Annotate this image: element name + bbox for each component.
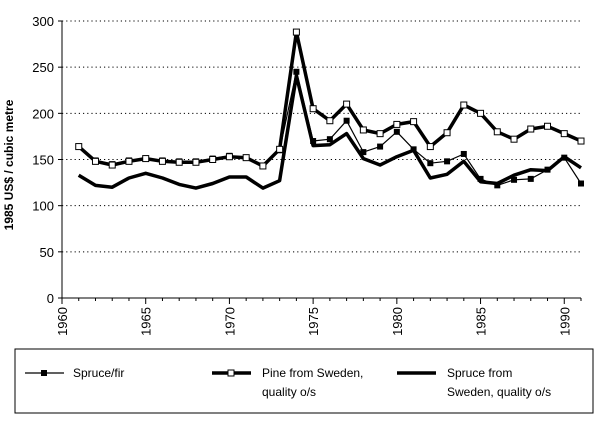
point-pine-from-sweden-quality-o-s-1991: [577, 137, 585, 145]
y-tick-label-250: 250: [32, 60, 54, 75]
legend: Spruce/fir Pine from Sweden, quality o/s…: [14, 348, 594, 414]
point-spruce-fir-1974: [293, 68, 300, 75]
legend-entry-spruce-fir: Spruce/fir: [25, 366, 124, 380]
legend-marker-pine-sweden: [227, 369, 235, 377]
y-axis-label: 1985 US$ / cubic metre: [2, 99, 16, 230]
point-pine-from-sweden-quality-o-s-1983: [443, 129, 451, 137]
legend-marker-spruce-fir: [41, 370, 47, 376]
point-pine-from-sweden-quality-o-s-1966: [158, 157, 166, 165]
point-pine-from-sweden-quality-o-s-1973: [276, 145, 284, 153]
point-pine-from-sweden-quality-o-s-1975: [309, 105, 317, 113]
legend-label-spruce-sweden-line2: Sweden, quality o/s: [447, 385, 551, 399]
point-spruce-fir-1989: [544, 166, 551, 173]
point-pine-from-sweden-quality-o-s-1968: [192, 158, 200, 166]
point-pine-from-sweden-quality-o-s-1967: [175, 158, 183, 166]
point-spruce-fir-1984: [460, 150, 467, 157]
point-pine-from-sweden-quality-o-s-1970: [225, 153, 233, 161]
y-tick-labels: 0 50 100 150 200 250 300: [32, 14, 62, 306]
point-pine-from-sweden-quality-o-s-1969: [209, 156, 217, 163]
point-spruce-fir-1975: [310, 138, 317, 145]
point-pine-from-sweden-quality-o-s-1979: [376, 130, 384, 138]
point-pine-from-sweden-quality-o-s-1987: [510, 135, 518, 143]
point-spruce-fir-1981: [410, 146, 417, 153]
point-spruce-fir-1980: [393, 128, 400, 135]
point-pine-from-sweden-quality-o-s-1972: [259, 162, 267, 170]
x-tick-label-1990: 1990: [557, 307, 572, 336]
point-pine-from-sweden-quality-o-s-1988: [527, 125, 535, 133]
y-tick-label-150: 150: [32, 153, 54, 168]
legend-entry-spruce-sweden: Spruce from Sweden, quality o/s: [397, 366, 551, 399]
legend-label-spruce-sweden-line1: Spruce from: [447, 366, 512, 380]
point-pine-from-sweden-quality-o-s-1981: [410, 118, 418, 126]
point-pine-from-sweden-quality-o-s-1965: [142, 155, 150, 163]
point-pine-from-sweden-quality-o-s-1989: [544, 122, 552, 130]
point-spruce-fir-1987: [511, 176, 518, 183]
point-pine-from-sweden-quality-o-s-1984: [460, 101, 468, 109]
legend-label-pine-sweden-line1: Pine from Sweden,: [262, 366, 363, 380]
grid-lines: [62, 20, 581, 253]
legend-label-pine-sweden-line2: quality o/s: [262, 385, 316, 399]
point-pine-from-sweden-quality-o-s-1982: [426, 143, 434, 151]
legend-box: [14, 348, 594, 414]
point-pine-from-sweden-quality-o-s-1985: [477, 109, 485, 117]
x-tick-label-1970: 1970: [222, 307, 237, 336]
point-pine-from-sweden-quality-o-s-1964: [125, 157, 133, 165]
point-pine-from-sweden-quality-o-s-1978: [359, 126, 367, 134]
y-tick-label-100: 100: [32, 199, 54, 214]
series-line-spruce-fir: [78, 71, 582, 186]
point-spruce-fir-1976: [326, 136, 333, 143]
y-tick-label-0: 0: [47, 291, 54, 306]
point-spruce-fir-1990: [561, 154, 568, 161]
x-tick-label-1975: 1975: [306, 307, 321, 336]
legend-label-spruce-fir: Spruce/fir: [73, 366, 124, 380]
y-tick-label-50: 50: [40, 245, 54, 260]
point-spruce-fir-1977: [343, 117, 350, 124]
point-pine-from-sweden-quality-o-s-1986: [493, 128, 501, 136]
x-tick-label-1985: 1985: [474, 307, 489, 336]
point-pine-from-sweden-quality-o-s-1962: [91, 157, 99, 165]
point-spruce-fir-1978: [360, 149, 367, 156]
point-spruce-fir-1979: [377, 143, 384, 150]
point-pine-from-sweden-quality-o-s-1990: [560, 130, 568, 138]
point-pine-from-sweden-quality-o-s-1961: [75, 143, 83, 151]
point-spruce-fir-1986: [494, 182, 501, 189]
point-spruce-fir-1982: [427, 160, 434, 167]
point-spruce-fir-1985: [477, 175, 484, 182]
legend-entry-pine-sweden: Pine from Sweden, quality o/s: [212, 366, 363, 399]
point-spruce-fir-1983: [444, 158, 451, 165]
y-tick-label-300: 300: [32, 14, 54, 29]
point-pine-from-sweden-quality-o-s-1974: [292, 28, 300, 36]
point-pine-from-sweden-quality-o-s-1971: [242, 154, 250, 162]
point-pine-from-sweden-quality-o-s-1963: [108, 161, 116, 169]
point-spruce-fir-1991: [578, 180, 584, 187]
point-pine-from-sweden-quality-o-s-1980: [393, 120, 401, 128]
y-tick-label-200: 200: [32, 106, 54, 121]
x-tick-label-1960: 1960: [55, 307, 70, 336]
point-pine-from-sweden-quality-o-s-1976: [326, 117, 334, 125]
series-line-spruce-from-sweden-quality-o-s: [77, 73, 582, 190]
x-tick-label-1965: 1965: [139, 307, 154, 336]
x-tick-label-1980: 1980: [390, 307, 405, 336]
data-series: [75, 28, 585, 190]
point-pine-from-sweden-quality-o-s-1977: [343, 100, 351, 108]
point-spruce-fir-1988: [527, 175, 534, 182]
x-tick-labels: 1960 1965 1970 1975 1980 1985 1990: [55, 298, 582, 336]
